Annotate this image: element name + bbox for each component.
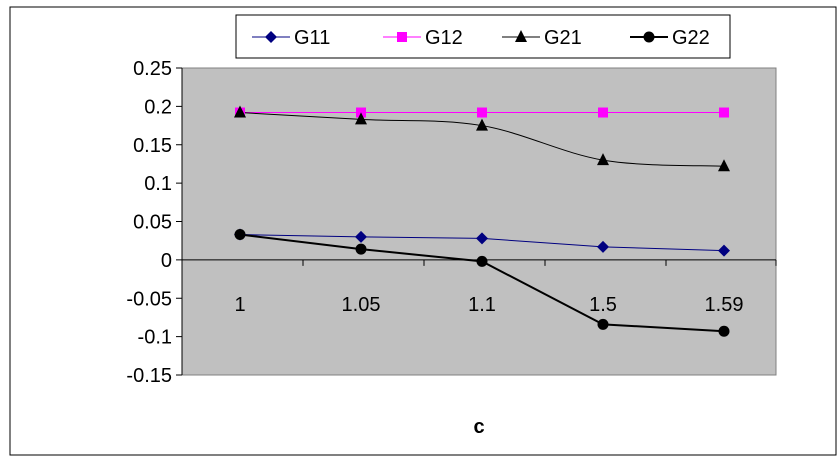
x-axis-title: c [473, 416, 484, 438]
legend-marker-g11 [265, 31, 277, 43]
data-point-g12 [477, 107, 487, 118]
legend-marker-g12 [397, 32, 407, 42]
legend-label-g21: G21 [544, 27, 582, 49]
x-tick-label: 1.5 [589, 294, 617, 316]
y-tick-label: 0.15 [133, 135, 172, 157]
data-point-g22 [597, 318, 609, 330]
y-tick-label: 0.25 [133, 58, 172, 80]
data-point-g11 [718, 244, 730, 257]
data-point-g22 [234, 229, 246, 241]
data-point-g12 [598, 107, 608, 118]
plot-area [181, 67, 777, 376]
data-point-g11 [476, 232, 488, 245]
data-point-g22 [718, 325, 730, 337]
y-tick-label: 0.1 [144, 173, 172, 195]
y-tick-label: -0.1 [138, 327, 172, 349]
markers-group [234, 105, 730, 337]
legend-label-g11: G11 [294, 27, 330, 49]
x-tick-label: 1.59 [705, 294, 744, 316]
data-point-g22 [476, 255, 488, 267]
y-tick-label: 0 [161, 250, 172, 272]
data-point-g21 [718, 159, 730, 172]
data-point-g11 [355, 230, 367, 243]
y-tick-label: -0.15 [126, 365, 172, 387]
data-point-g21 [597, 153, 609, 166]
data-point-g21 [234, 105, 246, 118]
axes: 0.25 0.2 0.15 0.1 0.05 0 -0.05 -0.1 -0.15 1 1.05 1.… [126, 58, 777, 387]
legend-label-g22: G22 [672, 27, 710, 49]
data-point-g11 [597, 240, 609, 253]
y-tick-label: 0.05 [133, 212, 172, 234]
data-point-g21 [476, 118, 488, 131]
legend-marker-g21 [515, 30, 527, 42]
y-tick-label: -0.05 [126, 288, 172, 310]
data-point-g12 [719, 107, 729, 118]
x-tick-label: 1.05 [342, 294, 381, 316]
legend-marker-g22 [643, 31, 655, 43]
legend-label-g12: G12 [425, 27, 463, 49]
y-tick-label: 0.2 [144, 96, 172, 118]
data-point-g21 [355, 112, 367, 125]
legend: G11 G12 G21 G22 [235, 14, 731, 59]
x-tick-label: 1 [234, 294, 245, 316]
x-tick-label: 1.1 [468, 294, 496, 316]
data-point-g22 [355, 243, 367, 255]
